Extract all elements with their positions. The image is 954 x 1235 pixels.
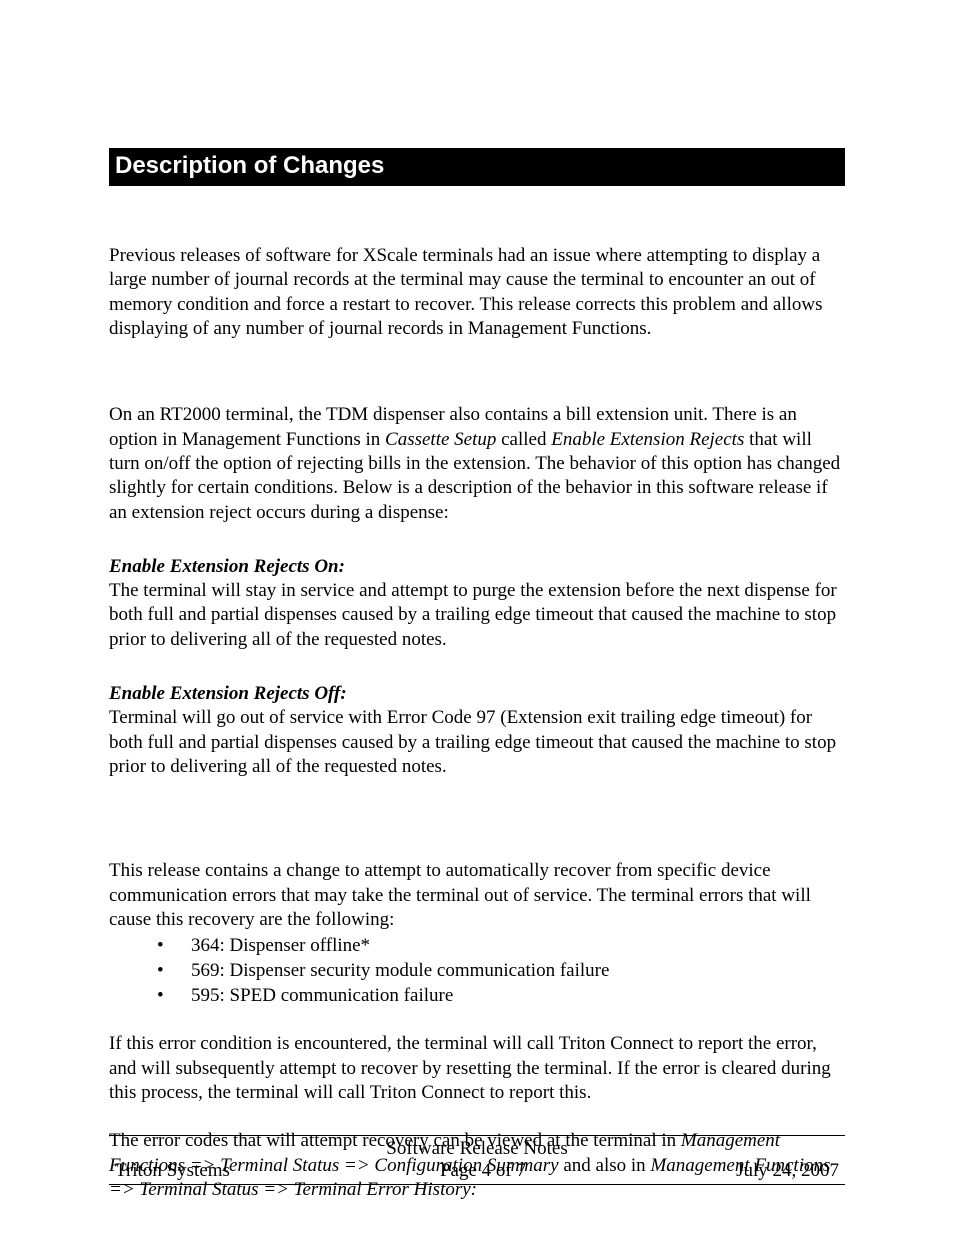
text-run: called xyxy=(496,429,551,450)
list-item: 595: SPED communication failure xyxy=(109,984,845,1009)
para-extension-intro: On an RT2000 terminal, the TDM dispenser… xyxy=(109,403,845,525)
footer-title: Software Release Notes xyxy=(109,1136,845,1160)
para-recovery-intro: This release contains a change to attemp… xyxy=(109,859,845,932)
subbody-rejects-off: Terminal will go out of service with Err… xyxy=(109,707,836,777)
footer-row: Triton Systems Page 4 of 7 July 24, 2007 xyxy=(109,1160,845,1184)
list-item: 364: Dispenser offline* xyxy=(109,934,845,959)
text-italic-enable-ext-rejects: Enable Extension Rejects xyxy=(551,429,744,450)
footer-left: Triton Systems xyxy=(115,1160,230,1182)
subsection-rejects-on: Enable Extension Rejects On: The termina… xyxy=(109,555,845,652)
list-item: 569: Dispenser security module communica… xyxy=(109,959,845,984)
subhead-rejects-off: Enable Extension Rejects Off: xyxy=(109,683,347,704)
para-recovery-behavior: If this error condition is encountered, … xyxy=(109,1032,845,1105)
footer-center: Page 4 of 7 xyxy=(440,1160,526,1182)
para-journal-records: Previous releases of software for XScale… xyxy=(109,244,845,341)
error-code-list: 364: Dispenser offline* 569: Dispenser s… xyxy=(109,934,845,1008)
section-header: Description of Changes xyxy=(109,148,845,186)
text-italic-cassette-setup: Cassette Setup xyxy=(385,429,496,450)
subbody-rejects-on: The terminal will stay in service and at… xyxy=(109,580,837,650)
footer-right: July 24, 2007 xyxy=(736,1160,839,1182)
subhead-rejects-on: Enable Extension Rejects On: xyxy=(109,556,345,577)
page-content: Description of Changes Previous releases… xyxy=(109,148,845,1226)
page-footer: Software Release Notes Triton Systems Pa… xyxy=(109,1135,845,1185)
subsection-rejects-off: Enable Extension Rejects Off: Terminal w… xyxy=(109,682,845,779)
